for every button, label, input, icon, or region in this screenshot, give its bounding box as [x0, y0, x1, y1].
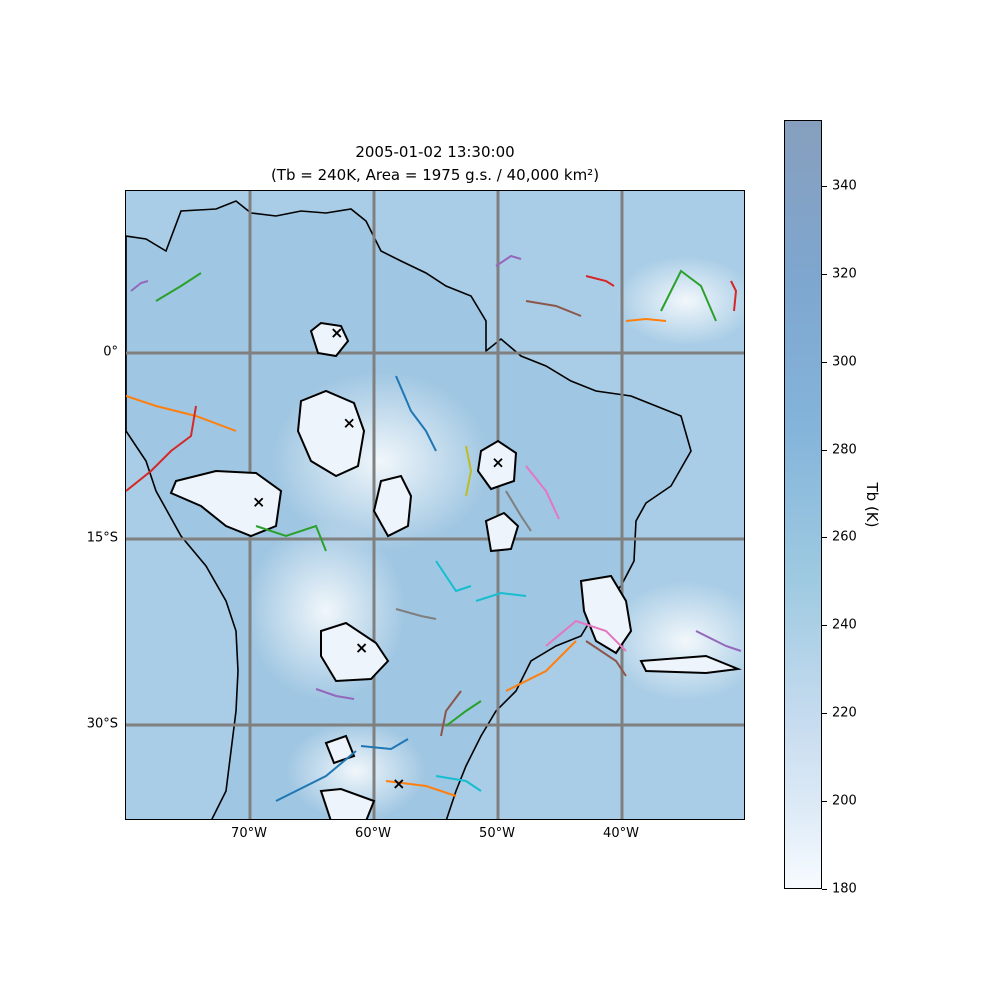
storm-contour — [319, 787, 376, 819]
storm-track — [525, 300, 582, 317]
colorbar-tick-label: 260 — [832, 529, 857, 545]
y-tick-label: 15°S — [86, 530, 118, 546]
storm-contour — [296, 389, 366, 478]
storm-track — [730, 280, 738, 312]
system-center-marker — [254, 497, 264, 507]
colorbar-tickmark — [822, 449, 827, 451]
storm-track — [275, 750, 357, 802]
storm-track — [585, 275, 615, 287]
colorbar-tick-label: 240 — [832, 617, 857, 633]
system-center-marker — [356, 643, 367, 653]
cloud-patch — [246, 521, 406, 701]
storm-track — [495, 254, 522, 267]
y-tick-label: 0° — [103, 344, 118, 360]
y-tick-label: 30°S — [86, 716, 118, 732]
storm-track — [126, 395, 237, 432]
colorbar-tick-label: 340 — [832, 178, 857, 194]
storm-contour — [169, 469, 283, 538]
storm-track — [695, 630, 742, 652]
map-panel[interactable] — [125, 190, 745, 820]
colorbar-tickmark — [822, 185, 827, 187]
storm-track — [255, 524, 327, 552]
colorbar-tick-label: 200 — [832, 793, 857, 809]
storm-track — [445, 700, 482, 727]
cloud-patch — [286, 721, 426, 819]
title-date: 2005-01-02 13:30:00 — [355, 143, 515, 161]
storm-track — [360, 738, 409, 751]
colorbar-tick-label: 280 — [832, 442, 857, 458]
colorbar-tickmark — [822, 889, 827, 890]
colorbar-label: Tb (K) — [863, 482, 881, 528]
map-svg — [126, 191, 744, 819]
storm-track — [545, 619, 627, 652]
colorbar-tick-label: 300 — [832, 354, 857, 370]
storm-track — [395, 375, 437, 452]
colorbar-tickmark — [822, 537, 827, 539]
storm-track — [126, 405, 197, 492]
storm-track — [505, 640, 577, 692]
x-tick-label: 40°W — [603, 826, 639, 841]
storm-contour — [372, 474, 413, 538]
colorbar-tick-label: 220 — [832, 705, 857, 721]
colorbar-tick-label: 180 — [832, 881, 857, 897]
storm-track — [155, 272, 202, 302]
colorbar-tickmark — [822, 713, 827, 715]
colorbar-tickmark — [822, 273, 827, 275]
gridlines — [126, 191, 744, 819]
storm-contour — [324, 734, 356, 765]
system-markers — [254, 328, 503, 789]
system-center-marker — [344, 418, 354, 428]
system-center-marker — [332, 328, 342, 338]
storm-track — [130, 280, 149, 292]
storm-track — [475, 591, 527, 602]
system-center-marker — [493, 458, 503, 468]
x-tick-label: 50°W — [479, 826, 515, 841]
storm-track — [525, 465, 560, 520]
storm-contour — [579, 574, 633, 655]
title-subtitle: (Tb = 240K, Area = 1975 g.s. / 40,000 km… — [270, 166, 600, 184]
storm-contour — [484, 511, 520, 553]
colorbar-tickmark — [822, 361, 827, 363]
storm-track — [440, 690, 462, 737]
storm-track — [435, 560, 472, 593]
storm-track — [660, 269, 717, 322]
storm-track — [465, 445, 473, 497]
storm-track — [315, 688, 355, 700]
x-tick-label: 60°W — [355, 826, 391, 841]
storm-track — [585, 640, 627, 677]
cloud-patch — [616, 256, 744, 346]
colorbar-tickmark — [822, 801, 827, 803]
storm-contour — [639, 654, 742, 675]
storm-contour — [320, 621, 390, 683]
storm-track — [625, 317, 667, 322]
colorbar — [784, 120, 822, 889]
colorbar-tick-label: 320 — [832, 266, 857, 282]
storm-track — [505, 490, 532, 532]
colorbar-tickmark — [822, 625, 827, 627]
system-center-marker — [394, 779, 404, 789]
x-tick-label: 70°W — [231, 826, 267, 841]
storm-track — [395, 608, 437, 620]
storm-track — [435, 775, 482, 792]
